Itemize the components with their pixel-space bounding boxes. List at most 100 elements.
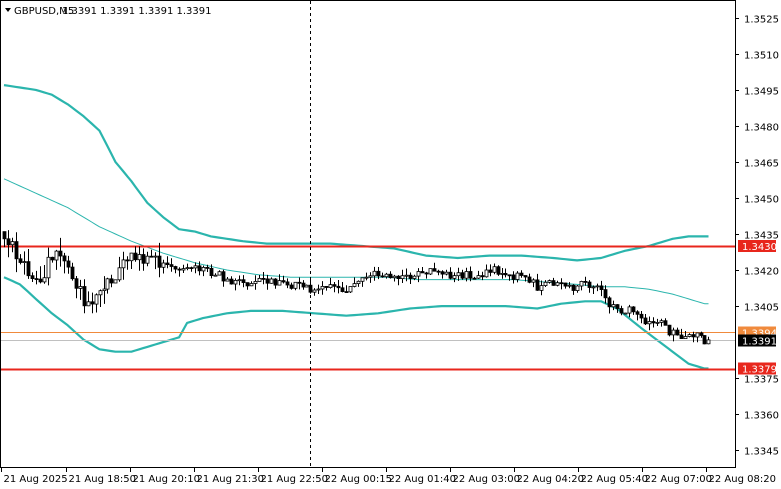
- candle-92: [368, 272, 373, 283]
- price-tick-label: 1.3345: [744, 447, 779, 458]
- candle-body: [448, 271, 453, 279]
- candle-body: [324, 285, 329, 288]
- candle-body: [86, 301, 91, 307]
- candle-body: [165, 262, 170, 266]
- candle-89: [356, 280, 361, 287]
- candle-body: [129, 252, 134, 262]
- candle-1: [6, 230, 11, 258]
- candle-body: [82, 286, 87, 307]
- candles-layer: [2, 230, 711, 345]
- candle-83: [332, 282, 337, 293]
- candle-body: [233, 279, 238, 285]
- candle-body: [663, 320, 668, 326]
- candle-131: [523, 275, 528, 282]
- candle-body: [559, 282, 564, 285]
- price-tags-layer: 1.3430 1.3394 1.3379 1.3391: [738, 240, 777, 376]
- candle-171: [683, 331, 688, 339]
- candle-body: [511, 274, 516, 280]
- candle-108: [432, 262, 437, 272]
- candle-body: [289, 284, 294, 289]
- candle-body: [687, 334, 692, 337]
- candle-body: [348, 286, 353, 293]
- candle-body: [285, 281, 290, 286]
- candle-124: [496, 265, 501, 276]
- candle-114: [456, 267, 461, 281]
- candle-15: [62, 252, 67, 274]
- candle-body: [595, 285, 600, 288]
- price-axis[interactable]: 1.3525 1.3510 1.3495 1.3480 1.3465 1.3450 1.34…: [735, 15, 779, 458]
- candle-28: [113, 279, 118, 284]
- candle-body: [484, 269, 489, 278]
- candle-body: [396, 275, 401, 280]
- candle-153: [611, 300, 616, 311]
- candle-81: [324, 285, 329, 291]
- candle-body: [611, 304, 616, 308]
- candle-body: [344, 291, 349, 294]
- candle-133: [531, 278, 536, 288]
- candle-body: [185, 267, 190, 270]
- candle-154: [615, 304, 620, 313]
- candle-31: [125, 256, 130, 270]
- candle-157: [627, 304, 632, 318]
- symbol-dropdown-icon[interactable]: [5, 8, 11, 12]
- candle-body: [480, 275, 485, 278]
- last-price-label: 1.3391: [742, 337, 777, 348]
- candle-body: [591, 286, 596, 289]
- time-tick-label: 21 Aug 18:50: [69, 474, 136, 485]
- candle-body: [667, 324, 672, 336]
- candle-7: [30, 272, 35, 282]
- candle-72: [289, 282, 294, 290]
- candle-body: [567, 284, 572, 287]
- price-tag-bg: [738, 240, 776, 252]
- candle-body: [201, 266, 206, 272]
- candle-body: [54, 250, 59, 261]
- time-tick-label: 22 Aug 04:20: [517, 474, 584, 485]
- candle-body: [213, 274, 218, 277]
- bollinger-lower-band: [3, 276, 709, 370]
- candle-body: [683, 336, 688, 339]
- candle-body: [352, 283, 357, 287]
- candle-body: [308, 284, 313, 293]
- candle-body: [221, 271, 226, 282]
- candle-10: [42, 265, 47, 284]
- candle-48: [193, 262, 198, 274]
- candle-body: [583, 280, 588, 283]
- candle-body: [312, 289, 317, 293]
- candle-body: [50, 256, 55, 261]
- candle-58: [233, 278, 238, 291]
- candle-127: [507, 274, 512, 281]
- candle-142: [567, 282, 572, 289]
- candle-166: [663, 318, 668, 326]
- candle-body: [209, 267, 214, 276]
- candle-body: [225, 278, 230, 282]
- candle-100: [400, 269, 405, 283]
- candle-body: [70, 266, 75, 280]
- candle-160: [639, 311, 644, 324]
- candle-body: [416, 271, 421, 277]
- candle-body: [257, 277, 262, 282]
- candle-body: [141, 254, 146, 264]
- candle-body: [316, 288, 321, 291]
- candle-176: [702, 335, 707, 345]
- candle-body: [527, 276, 532, 283]
- candle-161: [643, 314, 648, 325]
- candle-21: [86, 291, 91, 307]
- candle-36: [145, 251, 150, 267]
- price-tick-label: 1.3480: [744, 123, 779, 134]
- candle-38: [153, 252, 158, 270]
- candle-body: [177, 268, 182, 271]
- candle-body: [18, 258, 23, 263]
- candle-35: [141, 248, 146, 271]
- candle-130: [519, 270, 524, 278]
- candle-47: [189, 266, 194, 272]
- candle-163: [651, 317, 656, 328]
- candle-27: [109, 274, 114, 288]
- candle-body: [695, 332, 700, 338]
- candle-56: [225, 277, 230, 282]
- last-price-tag: 1.3391: [738, 334, 777, 348]
- candle-body: [66, 260, 71, 268]
- candle-66: [265, 274, 270, 290]
